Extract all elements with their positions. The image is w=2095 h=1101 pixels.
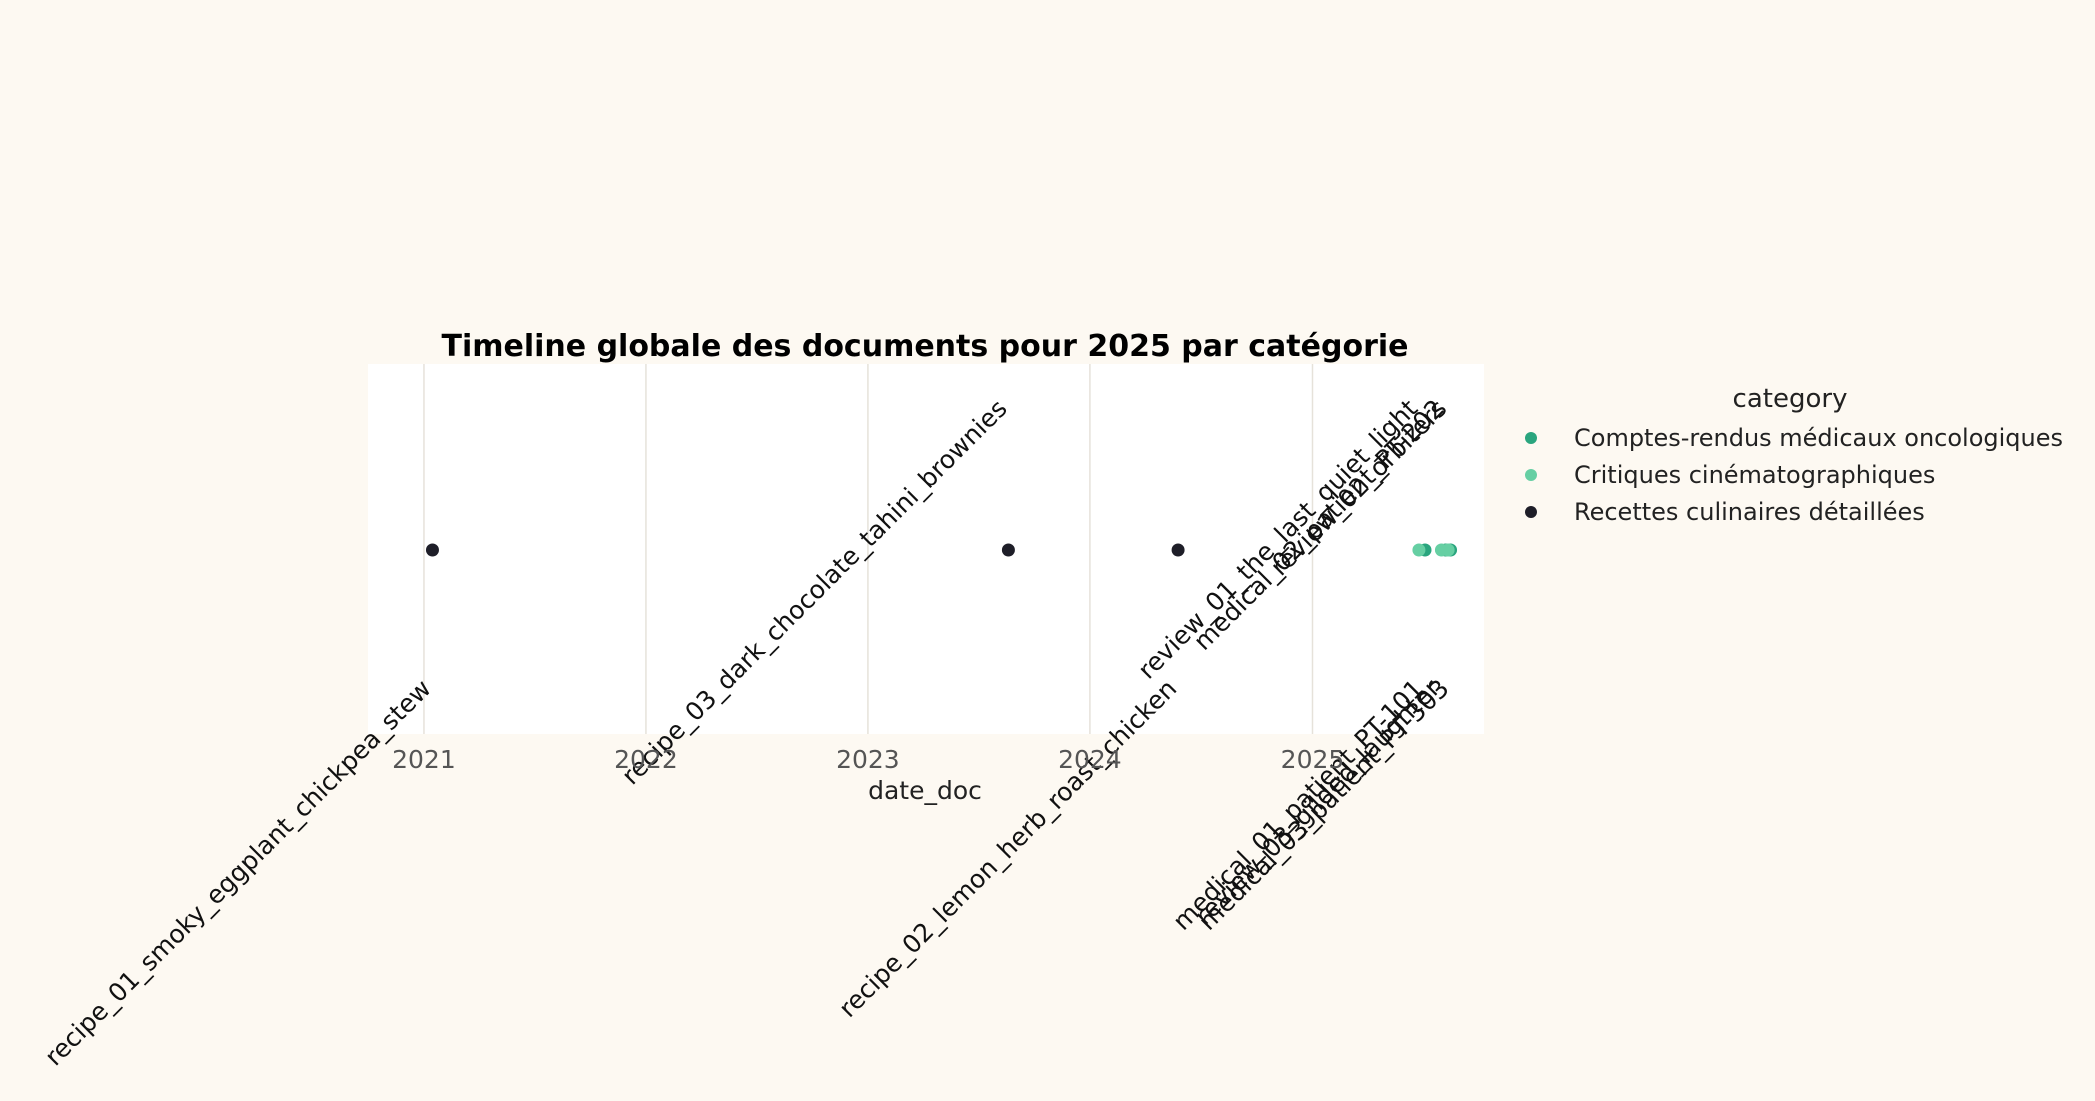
plot-area: [368, 364, 1484, 734]
x-tick-label-2021: 2021: [392, 745, 456, 774]
point-label-2-0: recipe_01_smoky_eggplant_chickpea_stew: [39, 674, 437, 1072]
legend: category Comptes-rendus médicaux oncolog…: [1525, 384, 2063, 526]
data-point-2-2: [1171, 543, 1185, 557]
data-point-1-2: [1441, 543, 1455, 557]
legend-marker-0: [1525, 432, 1537, 444]
x-tick-label-2022: 2022: [614, 745, 678, 774]
data-point-1-0: [1412, 543, 1426, 557]
x-tick-label-2025: 2025: [1281, 745, 1345, 774]
legend-marker-2: [1525, 506, 1537, 518]
legend-label-0: Comptes-rendus médicaux oncologiques: [1574, 424, 2063, 452]
legend-label-1: Critiques cinématographiques: [1574, 461, 1935, 489]
x-tick-label-2024: 2024: [1058, 745, 1122, 774]
x-grid: [423, 364, 1314, 734]
data-point-2-0: [425, 543, 439, 557]
chart-title: Timeline globale des documents pour 2025…: [442, 329, 1409, 364]
x-tick-label-2023: 2023: [836, 745, 900, 774]
x-axis-label: date_doc: [868, 776, 982, 805]
data-point-2-1: [1001, 543, 1015, 557]
data-points: [425, 543, 1458, 557]
x-ticks: 2021 2022 2023 2024 2025: [392, 745, 1344, 774]
legend-marker-1: [1525, 469, 1537, 481]
legend-label-2: Recettes culinaires détaillées: [1574, 498, 1925, 526]
legend-title: category: [1733, 384, 1848, 414]
